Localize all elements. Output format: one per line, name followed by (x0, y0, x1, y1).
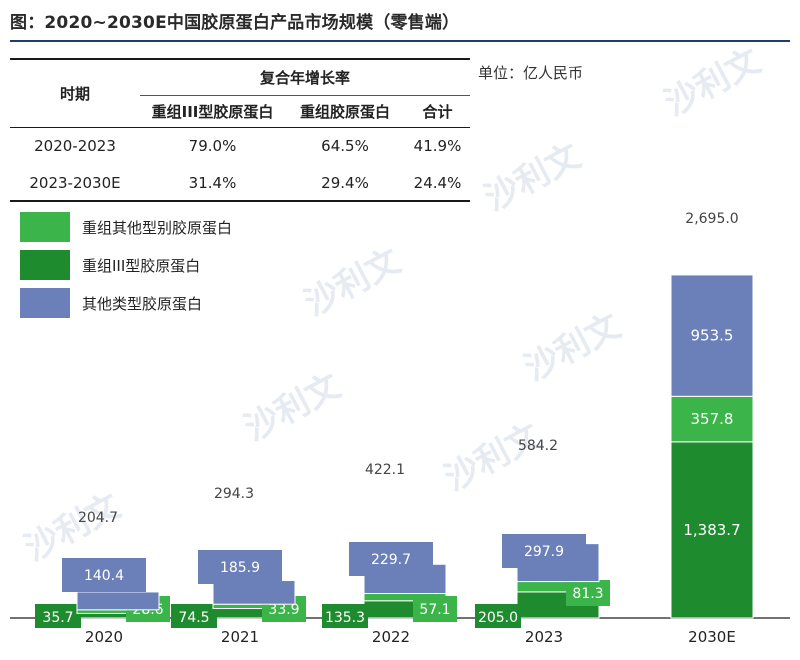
cagr-table: 时期 复合年增长率 重组III型胶原蛋白 重组胶原蛋白 合计 2020-2023… (10, 58, 470, 202)
period-header: 时期 (10, 58, 140, 128)
data-label: 74.5 (178, 610, 209, 626)
legend-swatch (20, 212, 70, 242)
data-label-box (322, 604, 368, 628)
legend-item: 重组III型胶原蛋白 (20, 246, 232, 284)
cagr-col-header: 重组胶原蛋白 (285, 95, 405, 128)
data-label: 357.8 (691, 410, 734, 428)
cagr-cell: 64.5% (321, 137, 369, 156)
legend-label: 其他类型胶原蛋白 (82, 294, 203, 313)
data-label: 297.9 (524, 544, 564, 560)
data-label-box (198, 550, 282, 584)
data-label-box (566, 580, 610, 606)
bar-segment (670, 441, 754, 619)
cagr-cell: 79.0% (188, 137, 237, 156)
legend-label: 重组III型胶原蛋白 (82, 256, 201, 275)
x-tick-label: 2023 (525, 628, 563, 646)
bar-segment (670, 274, 754, 397)
total-label: 584.2 (518, 438, 558, 454)
total-label: 2,695.0 (685, 211, 738, 227)
x-tick-label: 2021 (221, 628, 259, 646)
x-tick-label: 2022 (372, 628, 410, 646)
data-label-box (62, 558, 146, 592)
legend-label: 重组其他型别胶原蛋白 (82, 218, 233, 237)
legend-item: 重组其他型别胶原蛋白 (20, 208, 232, 246)
cagr-col-header: 重组III型胶原蛋白 (140, 95, 285, 128)
chart-title: 图：2020~2030E中国胶原蛋白产品市场规模（零售端） (10, 13, 460, 33)
data-label: 35.7 (42, 610, 73, 626)
data-label: 1,383.7 (683, 521, 740, 539)
data-label-box (413, 596, 457, 622)
cagr-col-header: 合计 (405, 95, 470, 128)
cagr-cell: 29.4% (285, 165, 405, 202)
data-label: 953.5 (691, 327, 734, 345)
data-label: 205.0 (478, 610, 518, 626)
cagr-cell: 24.4% (405, 165, 470, 202)
data-label: 229.7 (371, 552, 411, 568)
legend-swatch (20, 250, 70, 280)
data-label: 81.3 (572, 586, 603, 602)
data-label-box (475, 604, 521, 628)
cagr-cell: 41.9% (413, 137, 462, 156)
data-label: 135.3 (325, 610, 365, 626)
bar-segment (212, 580, 296, 605)
data-label: 140.4 (84, 568, 124, 584)
cagr-group-header: 复合年增长率 (140, 58, 470, 96)
data-label: 57.1 (419, 602, 450, 618)
total-label: 294.3 (214, 486, 254, 502)
data-label-box (171, 604, 217, 628)
total-label: 204.7 (78, 510, 118, 526)
title-divider (10, 40, 790, 42)
total-label: 422.1 (365, 462, 405, 478)
x-tick-label: 2030E (688, 628, 736, 646)
legend-item: 其他类型胶原蛋白 (20, 284, 232, 322)
data-label: 185.9 (220, 560, 260, 576)
unit-label: 单位：亿人民币 (478, 64, 584, 82)
cagr-period: 2023-2030E (10, 165, 140, 202)
data-label: 33.9 (268, 602, 299, 618)
data-label-box (349, 542, 433, 576)
bar-segment (670, 395, 754, 443)
chart-legend: 重组其他型别胶原蛋白 重组III型胶原蛋白 其他类型胶原蛋白 (20, 208, 232, 322)
data-label-box (502, 534, 586, 568)
data-label-box (35, 604, 81, 628)
legend-swatch (20, 288, 70, 318)
x-tick-label: 2020 (85, 628, 123, 646)
cagr-period: 2020-2023 (34, 137, 116, 156)
bar-segment (76, 591, 160, 611)
cagr-cell: 31.4% (140, 165, 285, 202)
